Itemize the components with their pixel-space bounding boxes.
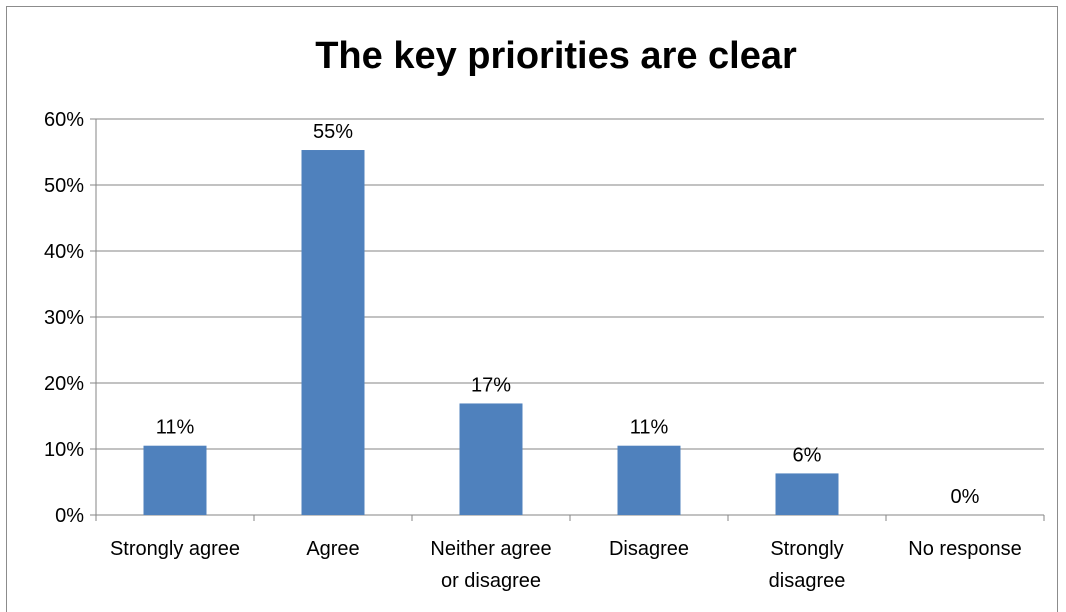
x-category-label: Strongly xyxy=(770,538,843,560)
axes xyxy=(90,118,1045,521)
y-tick-label: 20% xyxy=(44,373,84,395)
bars xyxy=(143,150,839,515)
x-category-label: No response xyxy=(908,538,1021,560)
x-category-label: Agree xyxy=(306,538,359,560)
gridlines xyxy=(96,118,1044,450)
y-tick-label: 30% xyxy=(44,307,84,329)
data-label: 11% xyxy=(156,417,195,439)
x-category-label: Strongly agree xyxy=(110,538,240,560)
x-category-label: Disagree xyxy=(609,538,689,560)
data-label: 6% xyxy=(793,444,822,466)
data-label: 55% xyxy=(313,121,353,143)
labels: 0% 10% 20% 30% 40% 50% 60% 11% Strongly agree 55%… xyxy=(44,109,1022,592)
y-tick-label: 10% xyxy=(44,439,84,461)
x-category-label: disagree xyxy=(769,570,846,592)
y-tick-label: 40% xyxy=(44,241,84,263)
bar xyxy=(143,445,207,515)
bar xyxy=(459,403,523,515)
bar xyxy=(617,445,681,515)
x-category-label: Neither agree xyxy=(430,538,551,560)
chart-frame: The key priorities are clear 0% 10% 20% 30%… xyxy=(6,6,1058,612)
data-label: 0% xyxy=(951,486,980,508)
y-tick-label: 60% xyxy=(44,109,84,131)
data-label: 11% xyxy=(630,417,669,439)
x-category-label: or disagree xyxy=(441,570,541,592)
bar xyxy=(775,473,839,515)
bar xyxy=(301,150,365,515)
y-tick-label: 0% xyxy=(55,505,84,527)
y-tick-label: 50% xyxy=(44,175,84,197)
bar-chart: The key priorities are clear 0% 10% 20% 30%… xyxy=(44,35,1045,592)
chart-title: The key priorities are clear xyxy=(315,35,797,77)
data-label: 17% xyxy=(471,374,511,396)
